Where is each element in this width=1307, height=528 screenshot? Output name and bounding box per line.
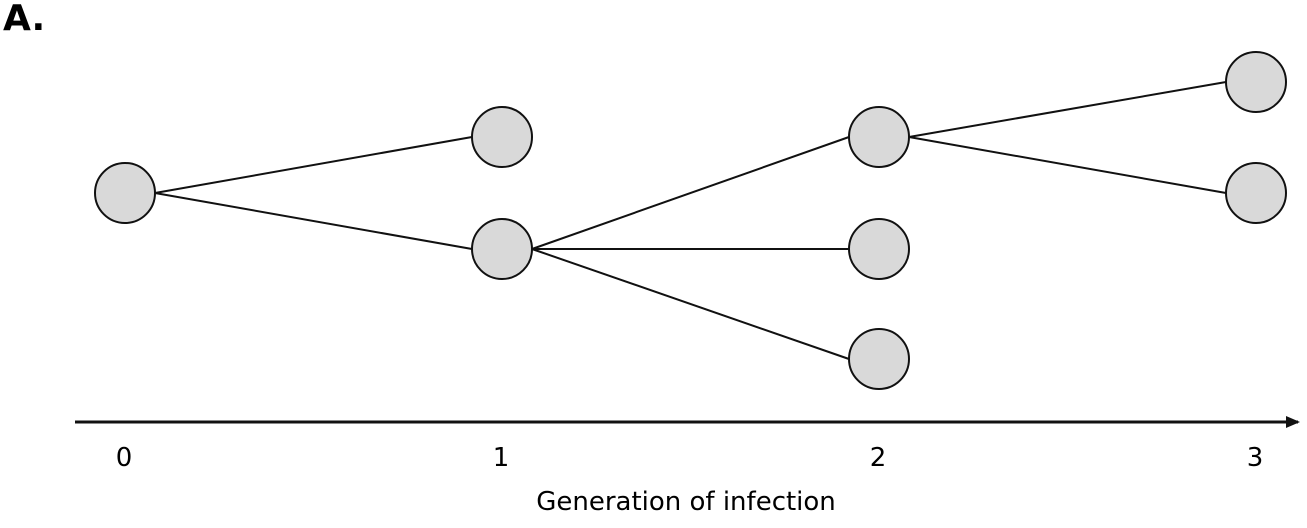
infection-node-g3a (1225, 51, 1287, 113)
generation-tick-labels: 0 1 2 3 (116, 443, 1264, 473)
infection-node-g1b (471, 218, 533, 280)
infection-node-g0 (94, 162, 156, 224)
transmission-edges (154, 81, 1227, 360)
transmission-edge-g0-g1a (154, 136, 473, 194)
tick-label-3: 3 (1247, 443, 1264, 473)
axis-title: Generation of infection (536, 487, 836, 517)
infection-node-g3b (1225, 162, 1287, 224)
infection-node-g1a (471, 106, 533, 168)
tick-label-1: 1 (493, 443, 510, 473)
transmission-edge-g0-g1b (154, 192, 473, 250)
transmission-edge-g2a-g3a (908, 81, 1227, 138)
transmission-edge-g2a-g3b (908, 136, 1227, 194)
infection-node-g2c (848, 328, 910, 390)
transmission-edge-g1b-g2c (531, 248, 850, 360)
infection-node-g2b (848, 218, 910, 280)
tick-label-2: 2 (870, 443, 887, 473)
infection-nodes (94, 51, 1287, 390)
tick-label-0: 0 (116, 443, 133, 473)
infection-node-g2a (848, 106, 910, 168)
panel-label: A. (3, 0, 46, 39)
transmission-edge-g1b-g2a (531, 136, 850, 250)
